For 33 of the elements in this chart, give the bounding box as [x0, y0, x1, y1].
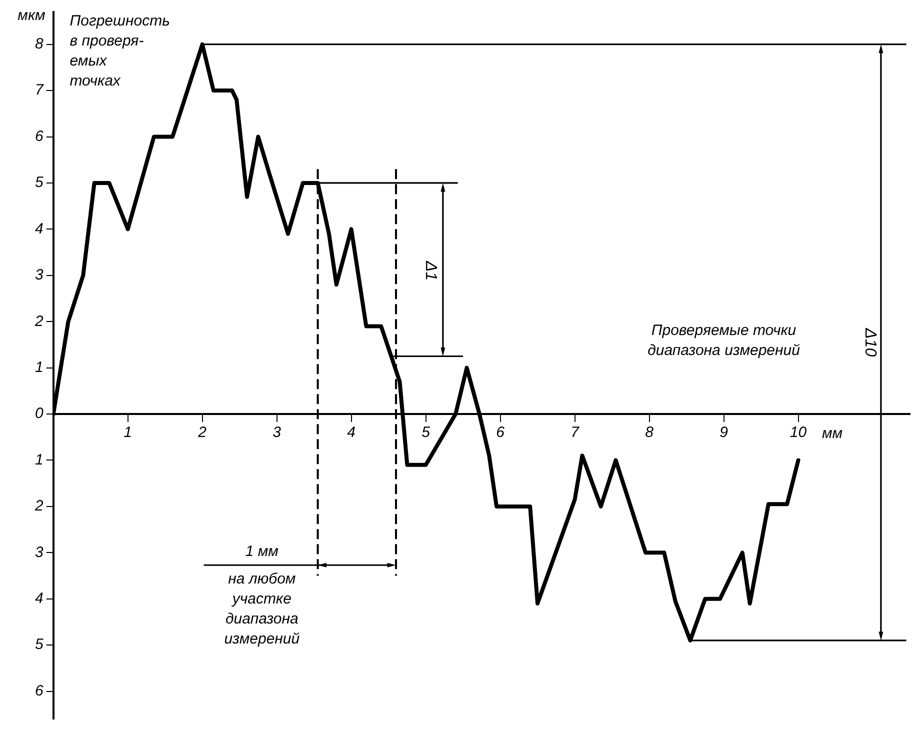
- x-tick-label: 2: [197, 424, 208, 442]
- y-tick-label: 2: [34, 498, 44, 515]
- annotation: Проверяемые точки диапазона измерений: [648, 322, 801, 360]
- x-tick-label: 7: [570, 424, 580, 442]
- x-tick-label: 1: [124, 424, 132, 442]
- y-tick-label: 1: [35, 451, 44, 468]
- y-tick-label: 0: [35, 405, 44, 422]
- y-tick-label: 1: [35, 358, 44, 376]
- y-tick-label: 6: [35, 682, 44, 700]
- annotation: Δ1: [422, 260, 439, 281]
- y-tick-label: 5: [35, 636, 44, 654]
- y-tick-label: 4: [35, 220, 44, 238]
- y-tick-label: 2: [34, 312, 44, 330]
- x-tick-label: 6: [496, 424, 506, 442]
- x-tick-label: 4: [347, 424, 356, 442]
- x-tick-label: 10: [790, 424, 808, 442]
- y-axis-title: мкм: [18, 7, 46, 24]
- x-axis-title: мм: [822, 425, 843, 442]
- y-tick-label: 7: [35, 82, 44, 99]
- x-tick-label: 9: [720, 424, 729, 442]
- y-tick-label: 3: [35, 544, 44, 561]
- annotation: Погрешность в проверя- емых точках: [70, 12, 170, 90]
- annotation: Δ10: [861, 327, 878, 357]
- x-tick-label: 8: [645, 424, 654, 442]
- y-tick-label: 6: [35, 128, 44, 145]
- y-tick-label: 4: [35, 590, 44, 608]
- annotation: на любом участке диапазона измерений: [224, 570, 300, 648]
- annotation: 1 мм: [245, 542, 278, 560]
- x-tick-label: 3: [272, 424, 282, 442]
- y-tick-label: 3: [35, 266, 44, 284]
- y-tick-label: 8: [35, 36, 44, 53]
- x-tick-label: 5: [422, 424, 431, 442]
- y-tick-label: 5: [35, 174, 44, 192]
